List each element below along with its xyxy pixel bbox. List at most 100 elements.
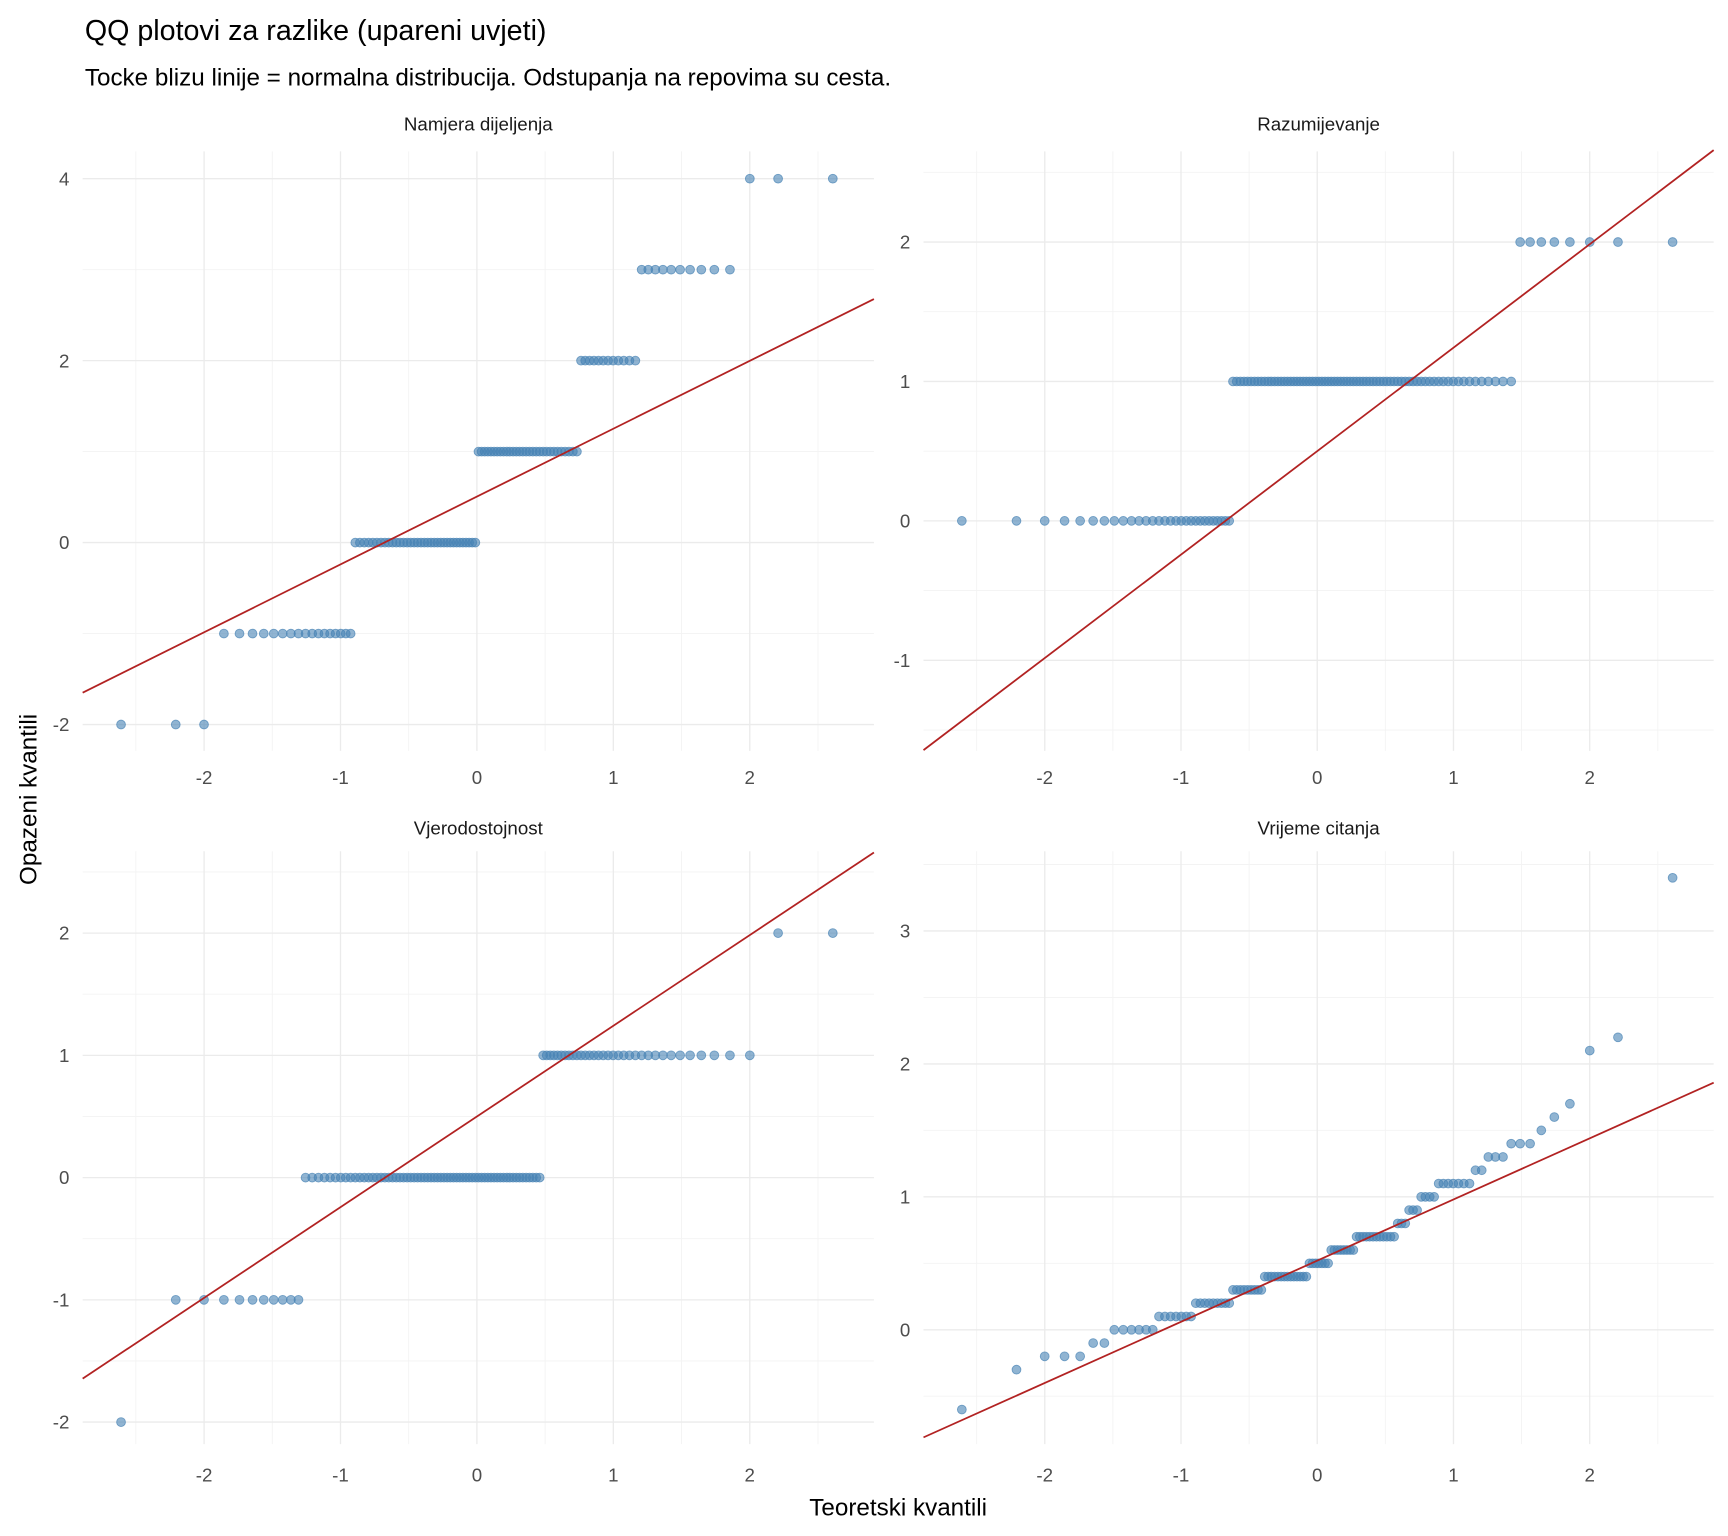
qq-point	[170, 1295, 181, 1305]
qq-point	[1088, 516, 1098, 526]
y-tick-label: -2	[53, 714, 70, 735]
qq-point	[1549, 237, 1560, 247]
qq-point	[666, 1050, 676, 1061]
qq-point	[345, 628, 356, 639]
qq-point	[1613, 237, 1623, 247]
x-tick-label: 2	[745, 1465, 755, 1486]
qq-point	[1059, 516, 1070, 526]
qq-point	[1039, 1351, 1050, 1362]
qq-point	[268, 1295, 279, 1305]
qq-point	[1109, 516, 1120, 526]
x-tick-label: -2	[1036, 1465, 1053, 1486]
x-tick-label: 2	[1584, 1465, 1594, 1486]
qq-point	[658, 1050, 668, 1061]
qq-point	[1498, 1152, 1508, 1162]
qq-point	[258, 1295, 269, 1305]
y-tick-label: -1	[53, 1289, 70, 1310]
x-tick-label: -2	[196, 1465, 213, 1486]
qq-point	[199, 719, 209, 730]
qq-point	[1011, 516, 1022, 526]
qq-reference-line	[82, 851, 875, 1380]
qq-point	[470, 537, 481, 548]
y-tick-label: -2	[53, 1412, 70, 1433]
x-tick-label: -1	[1173, 767, 1190, 788]
qq-point	[1059, 1351, 1070, 1362]
y-tick-label: 2	[59, 923, 69, 944]
qq-point	[116, 1417, 126, 1427]
qq-point	[773, 928, 783, 938]
qq-point	[1584, 1045, 1595, 1056]
qq-point	[744, 1050, 755, 1061]
qq-point	[1075, 1351, 1085, 1362]
qq-point	[1515, 1138, 1525, 1149]
qq-point	[1075, 516, 1085, 526]
qq-point	[1464, 1178, 1475, 1189]
qq-point	[258, 628, 269, 639]
qq-point	[170, 719, 181, 730]
qq-point	[658, 264, 668, 275]
qq-point	[234, 628, 245, 639]
qq-point	[234, 1295, 245, 1305]
y-axis-label: Opazeni kvantili	[15, 714, 42, 885]
panel-title: Namjera dijeljenja	[404, 113, 553, 134]
panel-title: Vrijeme citanja	[1258, 818, 1381, 839]
qq-point	[1525, 1138, 1535, 1149]
panel-vrijeme-citanja: Vrijeme citanja -2 -1 0 1 2 0 1 2 3	[900, 818, 1715, 1486]
qq-point	[1011, 1364, 1022, 1375]
qq-reference-line	[82, 298, 875, 694]
qq-point	[1667, 872, 1678, 883]
qq-point	[1099, 1338, 1110, 1348]
qq-point	[1412, 1205, 1422, 1215]
qq-point	[247, 1295, 258, 1305]
qq-point	[1506, 376, 1517, 387]
qq-point	[1565, 1098, 1575, 1109]
y-tick-label: 1	[59, 1045, 69, 1066]
y-tick-label: 0	[59, 532, 69, 553]
qq-point	[696, 264, 707, 275]
qq-point	[1667, 237, 1678, 247]
y-tick-label: 1	[900, 371, 910, 392]
qq-point	[956, 516, 967, 526]
y-tick-label: 0	[900, 510, 910, 531]
qq-point	[268, 628, 279, 639]
qq-point	[1109, 1324, 1120, 1335]
x-tick-label: 0	[1312, 767, 1322, 788]
qq-point	[1088, 1338, 1098, 1348]
qq-point	[675, 264, 685, 275]
y-tick-label: 1	[900, 1186, 910, 1207]
qq-point	[534, 1172, 545, 1183]
x-tick-label: 0	[472, 767, 482, 788]
x-tick-label: -2	[1036, 767, 1053, 788]
x-axis-label: Teoretski kvantili	[809, 1495, 987, 1522]
qq-point	[1613, 1032, 1623, 1043]
qq-point	[1389, 1231, 1399, 1242]
y-tick-label: 0	[900, 1319, 910, 1340]
panel-title: Razumijevanje	[1257, 113, 1380, 134]
qq-point	[1498, 376, 1508, 387]
qq-point	[1515, 237, 1525, 247]
qq-point	[1584, 237, 1595, 247]
qq-point	[827, 928, 838, 938]
qq-point	[773, 173, 783, 184]
qq-point	[709, 1050, 720, 1061]
qq-point	[956, 1404, 967, 1415]
x-tick-label: 1	[1448, 1465, 1458, 1486]
x-tick-label: 0	[472, 1465, 482, 1486]
x-tick-label: 1	[608, 767, 618, 788]
qq-point	[666, 264, 676, 275]
y-tick-label: -1	[894, 650, 911, 671]
qq-point	[685, 264, 695, 275]
qq-point	[1118, 516, 1129, 526]
x-tick-label: 1	[608, 1465, 618, 1486]
qq-point	[1099, 516, 1110, 526]
qq-point	[725, 1050, 735, 1061]
qq-point	[1348, 1245, 1359, 1255]
qq-point	[277, 628, 288, 639]
x-tick-label: -1	[1173, 1465, 1190, 1486]
panel-vjerodostojnost: Vjerodostojnost -2 -1 0 1 2 -2 -1 0 1 2	[53, 818, 875, 1486]
qq-point	[247, 628, 258, 639]
chart-subtitle: Tocke blizu linije = normalna distribuci…	[85, 64, 891, 91]
x-tick-label: -1	[332, 767, 349, 788]
panel-razumijevanje: Razumijevanje -2 -1 0 1 2 -1 0 1 2	[894, 113, 1715, 788]
